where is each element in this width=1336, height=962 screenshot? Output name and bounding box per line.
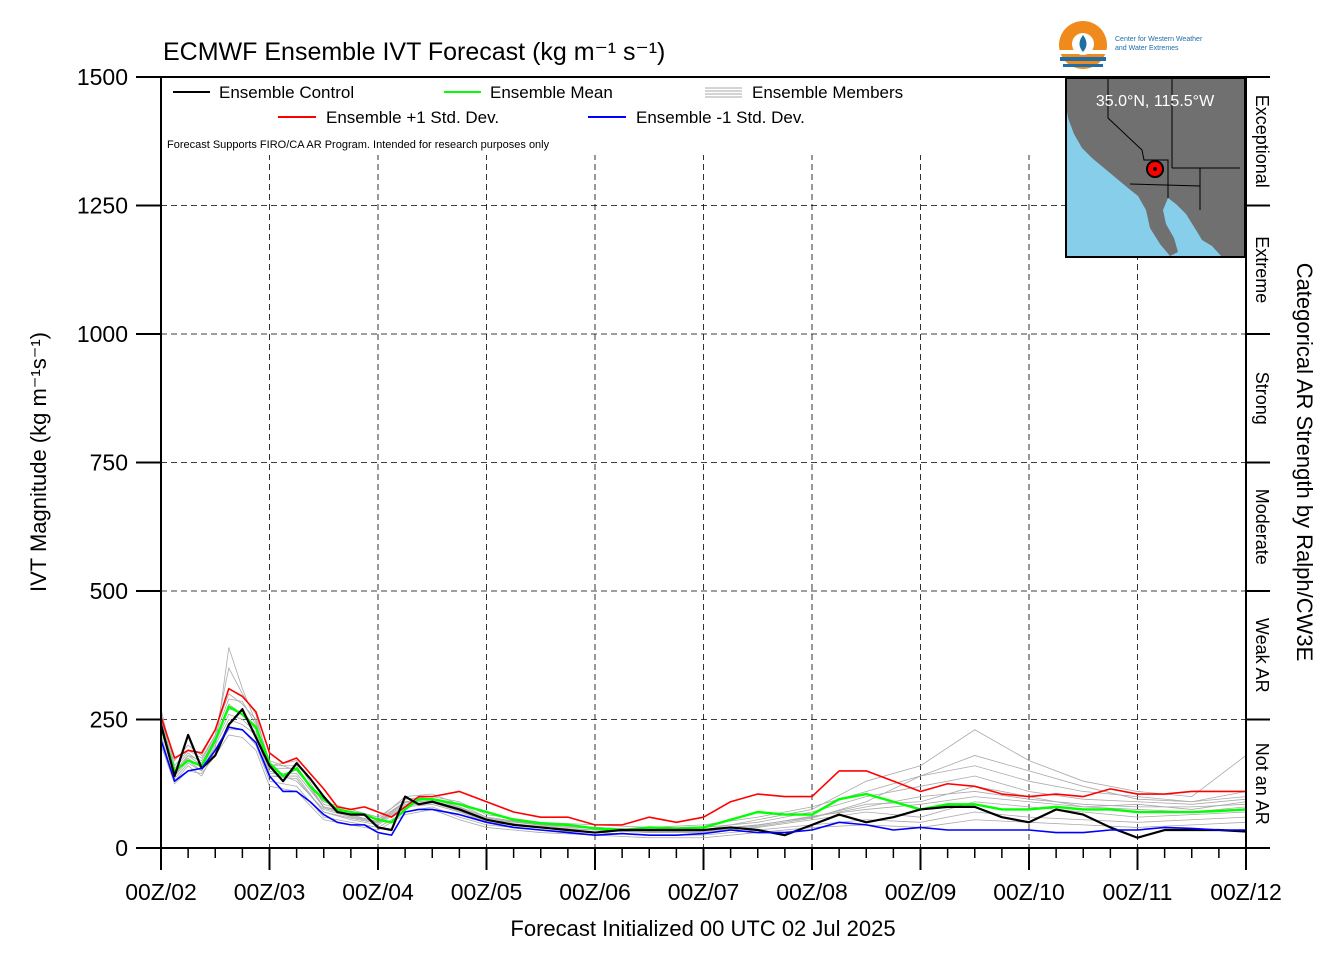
axes: 0 250 500 750 1000 1250 1500 00Z/02 00Z/03 00Z/04… — [77, 64, 1282, 905]
legend-plus-std-label: Ensemble +1 Std. Dev. — [326, 108, 499, 127]
y-axis-title: IVT Magnitude (kg m⁻¹s⁻¹) — [26, 332, 51, 592]
x-axis-title: Forecast Initialized 00 UTC 02 Jul 2025 — [510, 916, 895, 941]
member-series-line — [161, 647, 1246, 831]
member-series-line — [161, 734, 1246, 839]
inset-location-map: 35.0°N, 115.5°W — [1065, 77, 1246, 258]
x-tick-label: 00Z/09 — [885, 879, 957, 905]
x-tick-label: 00Z/06 — [559, 879, 631, 905]
x-tick-label: 00Z/08 — [776, 879, 848, 905]
legend-members-swatch — [705, 87, 742, 98]
ensemble-stat-lines — [161, 687, 1246, 839]
x-tick-label: 00Z/07 — [668, 879, 740, 905]
x-tick-label: 00Z/11 — [1103, 879, 1173, 905]
grid-lines — [161, 154, 1246, 848]
category-label: Extreme — [1252, 236, 1272, 303]
category-label: Not an AR — [1252, 743, 1272, 825]
legend-members-label: Ensemble Members — [752, 83, 903, 102]
member-series-line — [161, 729, 1246, 836]
right-axis-title: Categorical AR Strength by Ralph/CW3E — [1292, 263, 1317, 662]
minus-std-series-line — [161, 726, 1246, 836]
y-tick-label: 750 — [90, 450, 128, 476]
y-tick-label: 250 — [90, 707, 128, 733]
y-tick-label: 500 — [90, 578, 128, 604]
x-tick-label: 00Z/04 — [342, 879, 414, 905]
map-state-borders — [1107, 78, 1240, 210]
ar-category-axis: Not an AR Weak AR Moderate Strong Extreme Exc… — [1245, 76, 1272, 849]
y-tick-label: 1000 — [77, 321, 128, 347]
x-tick-label: 00Z/05 — [451, 879, 523, 905]
x-tick-label: 00Z/03 — [234, 879, 306, 905]
category-label: Weak AR — [1252, 618, 1272, 693]
map-coordinate-label: 35.0°N, 115.5°W — [1096, 93, 1215, 110]
x-tick-label: 00Z/10 — [993, 879, 1065, 905]
x-tick-label: 00Z/02 — [125, 879, 197, 905]
category-label: Strong — [1252, 372, 1272, 425]
logo-text-line1: Center for Western Weather — [1115, 36, 1203, 43]
y-tick-label: 1250 — [77, 193, 128, 219]
category-label: Moderate — [1252, 489, 1272, 565]
member-series-line — [161, 693, 1246, 828]
logo-drop-icon — [1079, 35, 1087, 52]
x-tick-label: 00Z/12 — [1210, 879, 1282, 905]
y-tick-label: 1500 — [77, 64, 128, 90]
member-series-line — [161, 719, 1246, 833]
legend-minus-std-label: Ensemble -1 Std. Dev. — [636, 108, 805, 127]
plus-std-series-line — [161, 687, 1246, 826]
control-series-line — [161, 708, 1246, 839]
chart-title: ECMWF Ensemble IVT Forecast (kg m⁻¹ s⁻¹) — [163, 38, 665, 66]
ensemble-members-lines — [161, 647, 1246, 839]
member-series-line — [161, 713, 1246, 832]
research-disclaimer: Forecast Supports FIRO/CA AR Program. In… — [167, 139, 550, 151]
mean-series-line — [161, 705, 1246, 832]
legend-mean-label: Ensemble Mean — [490, 83, 613, 102]
legend-control-label: Ensemble Control — [219, 83, 354, 102]
y-tick-label: 0 — [115, 835, 128, 861]
category-label: Exceptional — [1252, 95, 1272, 188]
legend: Ensemble Control Ensemble Mean Ensemble … — [167, 83, 903, 151]
logo-text-line2: and Water Extremes — [1115, 45, 1179, 52]
cw3e-logo: Center for Western Weather and Water Ext… — [1058, 21, 1203, 69]
